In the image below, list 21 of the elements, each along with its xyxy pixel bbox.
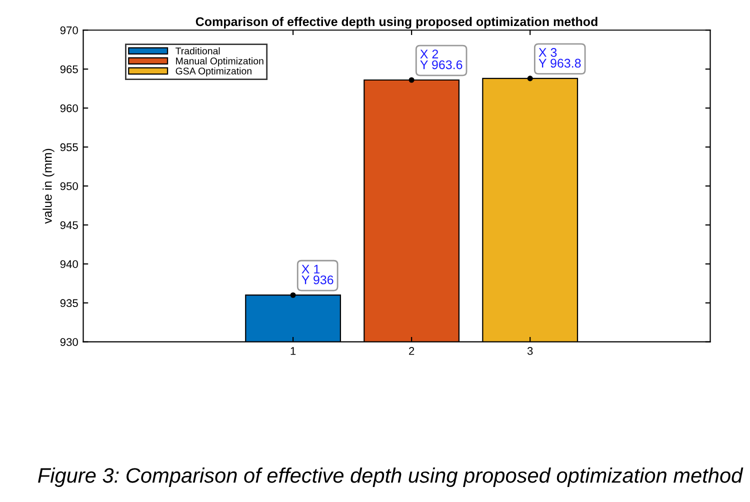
x-tick-label: 1 <box>290 347 296 355</box>
x-tick-label: 2 <box>409 347 414 355</box>
legend-label: GSA Optimization <box>176 67 252 76</box>
x-tick-label: 3 <box>527 347 533 355</box>
annotation: X 2 Y 963.6 <box>420 50 462 70</box>
y-tick-label: 945 <box>60 221 78 230</box>
y-tick-label: 935 <box>60 299 78 308</box>
y-tick-label: 960 <box>60 104 78 112</box>
chart-title: Comparison of effective depth using proposed optimization method <box>196 16 598 29</box>
y-tick-label: 965 <box>60 65 78 74</box>
annotation: X 3 Y 963.8 <box>538 48 581 68</box>
y-axis-title: value in (mm) <box>42 148 54 224</box>
annotation: X 1 Y 936 <box>302 264 334 284</box>
y-tick-label: 970 <box>60 26 78 34</box>
y-tick-label: 950 <box>60 182 78 190</box>
legend-label: Traditional <box>176 47 220 54</box>
caption: Figure 3: Comparison of effective depth using proposed optimization method <box>38 468 744 487</box>
y-tick-label: 955 <box>60 143 78 152</box>
legend-label: Manual Optimization <box>176 57 264 66</box>
y-tick-label: 940 <box>60 260 78 268</box>
y-tick-label: 930 <box>60 338 78 346</box>
